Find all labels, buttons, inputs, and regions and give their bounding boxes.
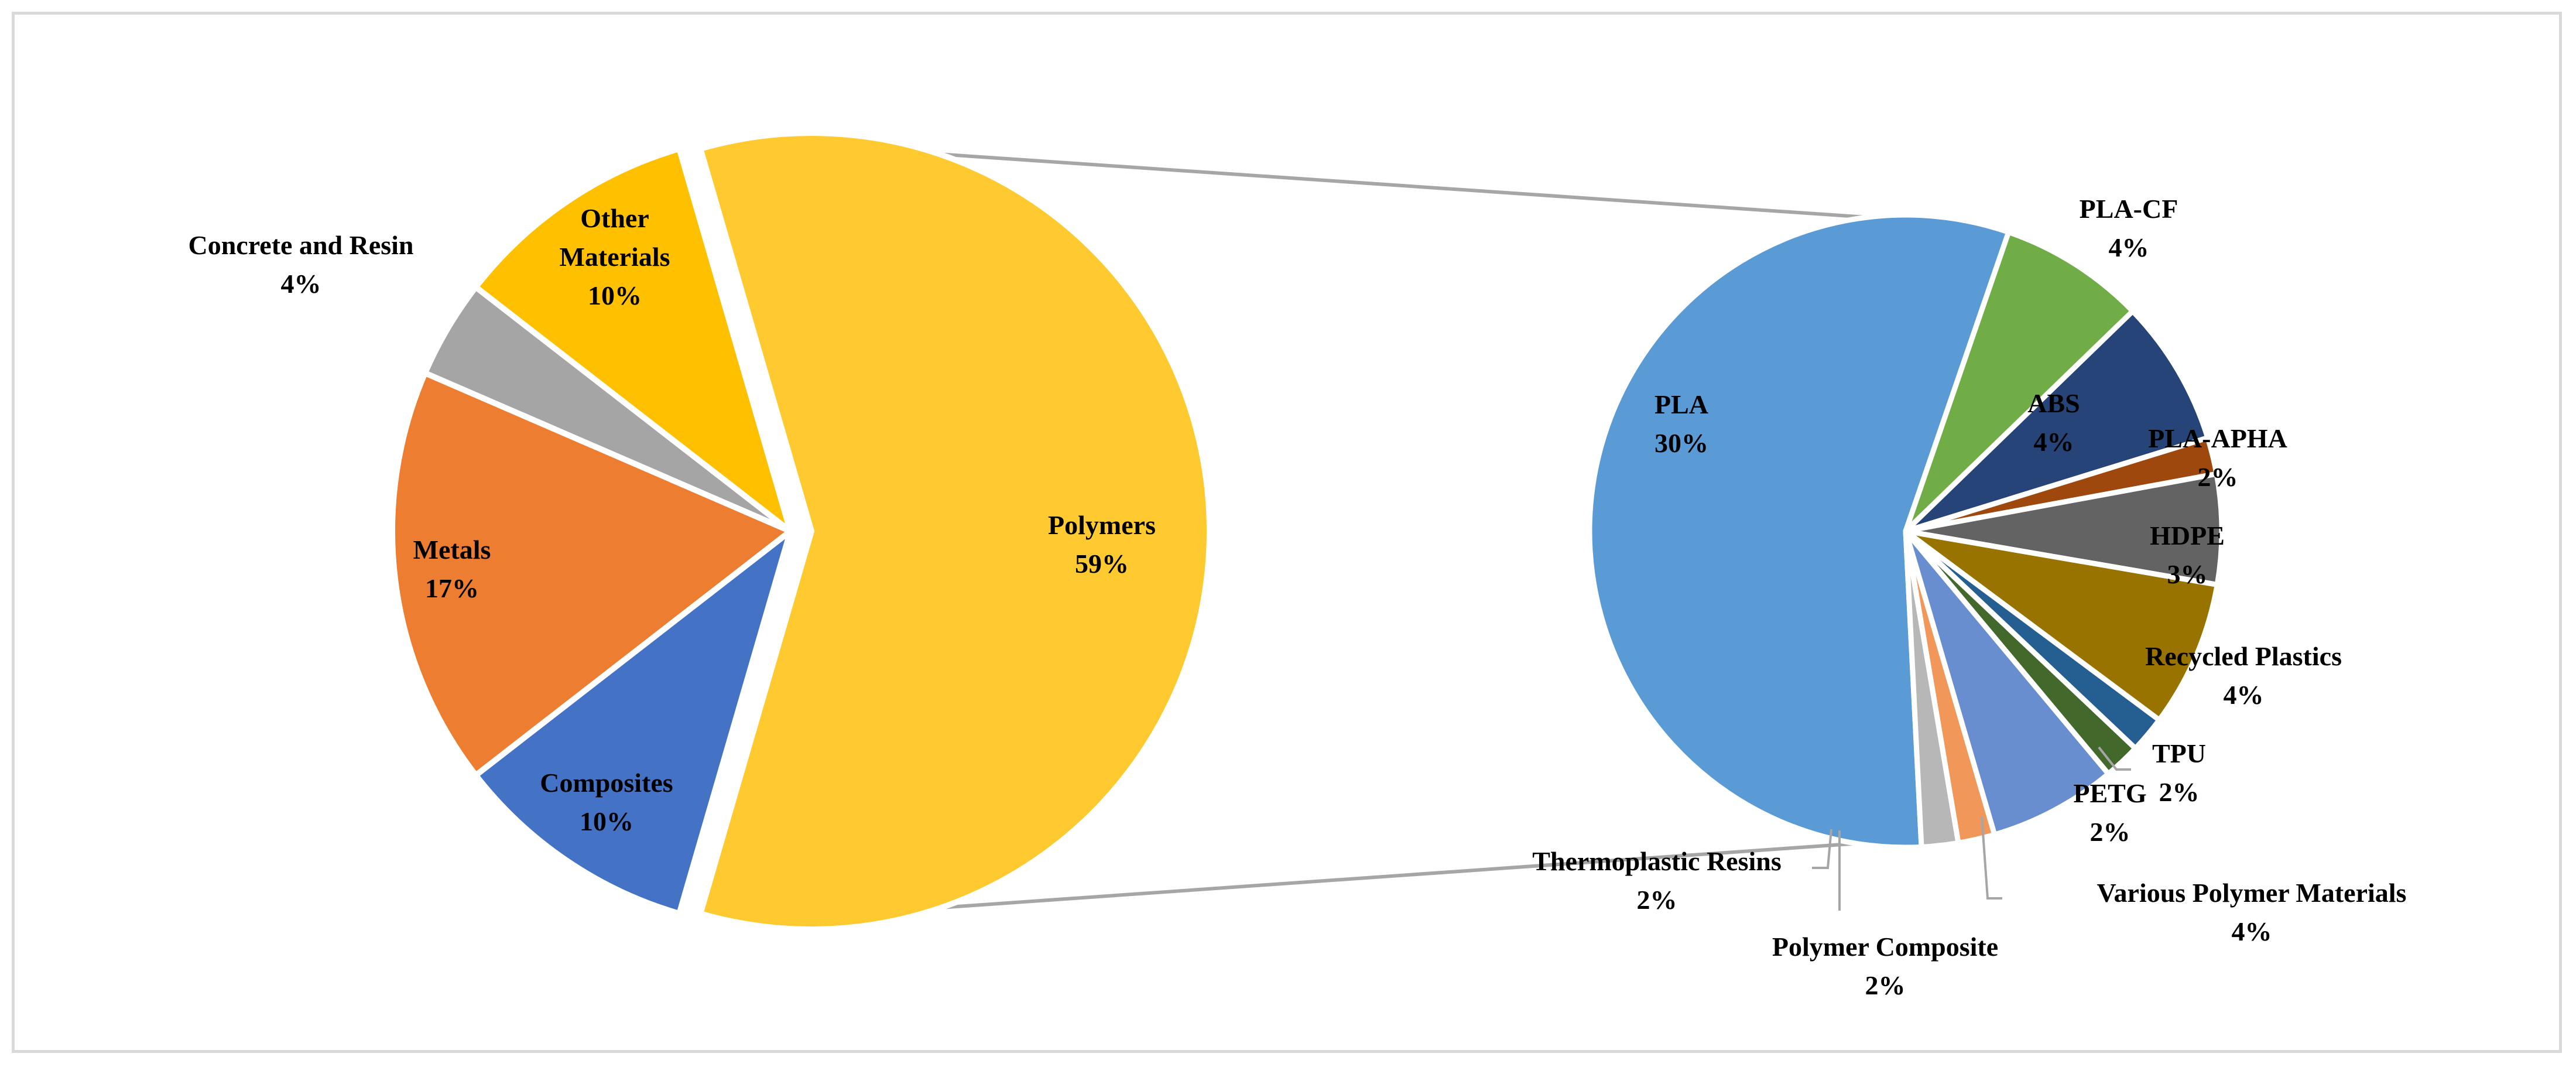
polymer-breakdown-pie bbox=[1587, 212, 2225, 850]
main-pie bbox=[389, 130, 1212, 932]
label-other-materials: Other Materials 10% bbox=[559, 203, 670, 310]
label-thermoplastic-resins: Thermoplastic Resins 2% bbox=[1532, 846, 1782, 915]
label-metals: Metals 17% bbox=[413, 535, 491, 603]
label-polymer-composite: Polymer Composite 2% bbox=[1772, 932, 1998, 1000]
slice-pla bbox=[1587, 212, 2012, 850]
slice-hdpe bbox=[1903, 471, 2225, 587]
slice-composites bbox=[472, 528, 793, 916]
label-abs: ABS 4% bbox=[2027, 388, 2080, 457]
label-recycled-plastics: Recycled Plastics 4% bbox=[2145, 641, 2342, 710]
label-petg: PETG 2% bbox=[2073, 778, 2146, 847]
label-pla: PLA 30% bbox=[1654, 389, 1708, 458]
label-various-polymer-materials: Various Polymer Materials 4% bbox=[2097, 878, 2407, 946]
label-polymers: Polymers 59% bbox=[1048, 510, 1156, 579]
slice-recycled-plastics bbox=[1903, 528, 2220, 723]
leader-various-polymer-materials bbox=[1981, 816, 2002, 900]
slice-abs bbox=[1903, 308, 2211, 534]
label-tpu: TPU 2% bbox=[2152, 738, 2206, 807]
slice-metals bbox=[389, 370, 793, 778]
slice-other-materials bbox=[472, 146, 793, 534]
slice-pla-cf bbox=[1903, 229, 2136, 534]
label-composites: Composites 10% bbox=[540, 768, 673, 836]
slice-various-polymer-materials bbox=[1903, 528, 2111, 837]
label-pla-cf: PLA-CF 4% bbox=[2080, 194, 2178, 262]
label-hdpe: HDPE 3% bbox=[2150, 521, 2225, 589]
leader-thermoplastic-resins bbox=[1812, 829, 1832, 869]
leader-tpu bbox=[2098, 746, 2131, 771]
slice-labels: Polymers 59% Composites 10% Metals 17% Concret… bbox=[188, 194, 2406, 1000]
label-pla-apha: PLA-APHA 2% bbox=[2148, 423, 2287, 492]
leader-lines bbox=[1812, 746, 2131, 911]
slice-thermoplastic-resins bbox=[1903, 528, 1961, 850]
label-concrete-and-resin: Concrete and Resin 4% bbox=[188, 230, 413, 299]
slice-polymers bbox=[697, 130, 1212, 932]
